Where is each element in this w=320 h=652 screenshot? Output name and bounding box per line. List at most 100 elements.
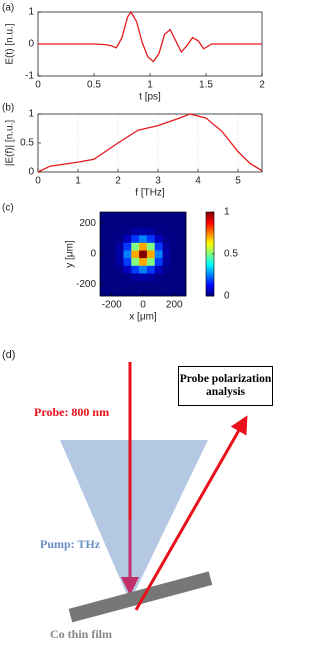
- heat-cell: [107, 219, 116, 228]
- figure: (d) Probe: 800 nm Pump: THz Co thin film…: [2, 3, 265, 641]
- probe-label: Probe: 800 nm: [34, 405, 109, 419]
- x-tick-label: 2: [115, 176, 121, 187]
- colorbar-step: [206, 277, 214, 280]
- heat-cell: [162, 265, 171, 274]
- heat-cell: [162, 234, 171, 243]
- heat-cell: [100, 234, 109, 243]
- colorbar-step: [206, 291, 214, 295]
- x-tick-label: 1.5: [199, 80, 213, 91]
- heat-cell: [123, 242, 132, 251]
- heat-cell: [139, 288, 148, 297]
- heat-cell: [123, 219, 132, 228]
- colorbar-step: [206, 254, 214, 257]
- heat-cell: [162, 273, 171, 282]
- heat-cell: [123, 257, 132, 266]
- heat-cell: [115, 227, 124, 236]
- heat-cell: [100, 280, 109, 289]
- colorbar-step: [206, 272, 214, 276]
- x-tick-label: 2: [259, 80, 265, 91]
- heat-cell: [131, 234, 140, 243]
- heat-cell: [100, 265, 109, 274]
- heat-cell: [131, 212, 140, 220]
- heat-cell: [123, 234, 132, 243]
- x-tick-label: 4: [195, 176, 201, 187]
- heat-cell: [123, 280, 132, 289]
- plot-frame: [37, 113, 263, 173]
- heat-cell: [178, 227, 187, 236]
- heat-cell: [100, 288, 109, 297]
- colorbar-tick-label: 0.5: [224, 249, 238, 260]
- y-tick-label: -200: [76, 279, 96, 290]
- colorbar-step: [206, 230, 214, 234]
- heat-cell: [154, 234, 163, 243]
- page: {"chart_data": [ {"type": "line", "label…: [2, 2, 273, 641]
- heat-cell: [178, 242, 187, 251]
- colorbar-step: [206, 216, 214, 219]
- heat-cell: [154, 219, 163, 228]
- colorbar-tick-label: 1: [224, 207, 230, 218]
- heat-cell: [146, 234, 156, 243]
- heat-cell: [146, 212, 156, 220]
- heat-cell: [178, 265, 187, 274]
- heat-cell: [100, 242, 109, 251]
- heat-cell: [170, 212, 179, 220]
- x-tick-label: 1: [147, 80, 153, 91]
- pump-label: Pump: THz: [40, 537, 101, 551]
- heat-cell: [115, 288, 124, 297]
- heat-cell: [115, 250, 124, 259]
- heat-cell: [154, 227, 163, 236]
- co-film: [68, 571, 213, 623]
- heat-cell: [170, 288, 179, 297]
- colorbar-step: [206, 256, 214, 259]
- heat-cell: [178, 273, 187, 282]
- heat-cell: [178, 219, 187, 228]
- y-tick-label: 200: [79, 218, 96, 229]
- colorbar-step: [206, 243, 214, 246]
- heat-cell: [154, 280, 163, 289]
- heat-cell: [115, 265, 124, 274]
- colorbar-step: [206, 262, 214, 265]
- heat-cell: [154, 212, 163, 220]
- heat-cell: [146, 242, 156, 251]
- heat-cell: [170, 227, 179, 236]
- heat-cell: [154, 257, 163, 266]
- x-axis-label: x [μm]: [129, 312, 157, 323]
- data-line: [37, 113, 263, 173]
- heat-cell: [107, 265, 116, 274]
- heat-cell: [123, 250, 132, 259]
- data-line: [38, 10, 262, 63]
- heat-cell: [115, 219, 124, 228]
- colorbar-step: [206, 264, 214, 267]
- colorbar-step: [206, 220, 214, 223]
- heat-cell: [100, 219, 109, 228]
- heat-cell: [131, 227, 140, 236]
- x-tick-label: 0: [140, 300, 146, 311]
- heat-cell: [131, 273, 140, 282]
- colorbar-step: [206, 283, 214, 286]
- heat-cell: [131, 265, 140, 274]
- heat-cell: [139, 265, 148, 274]
- heat-cell: [162, 242, 171, 251]
- heat-cell: [139, 212, 148, 220]
- heat-cell: [107, 288, 116, 297]
- heat-cell: [139, 280, 148, 289]
- heat-cell: [123, 288, 132, 297]
- heat-cell: [146, 257, 156, 266]
- heat-cell: [146, 227, 156, 236]
- heat-cell: [162, 288, 171, 297]
- heat-cell: [139, 219, 148, 228]
- colorbar-step: [206, 268, 214, 272]
- heat-cell: [107, 234, 116, 243]
- plot-frame: [99, 211, 187, 297]
- heat-cell: [170, 257, 179, 266]
- x-tick-label: 5: [235, 176, 241, 187]
- pump-beam: [60, 440, 208, 602]
- heat-cell: [107, 212, 116, 220]
- heat-cell: [154, 242, 163, 251]
- heat-cell: [131, 219, 140, 228]
- heat-cell: [115, 280, 124, 289]
- heat-cell: [107, 227, 116, 236]
- colorbar-step: [206, 266, 214, 270]
- heat-cell: [154, 288, 163, 297]
- heat-cell: [100, 250, 109, 259]
